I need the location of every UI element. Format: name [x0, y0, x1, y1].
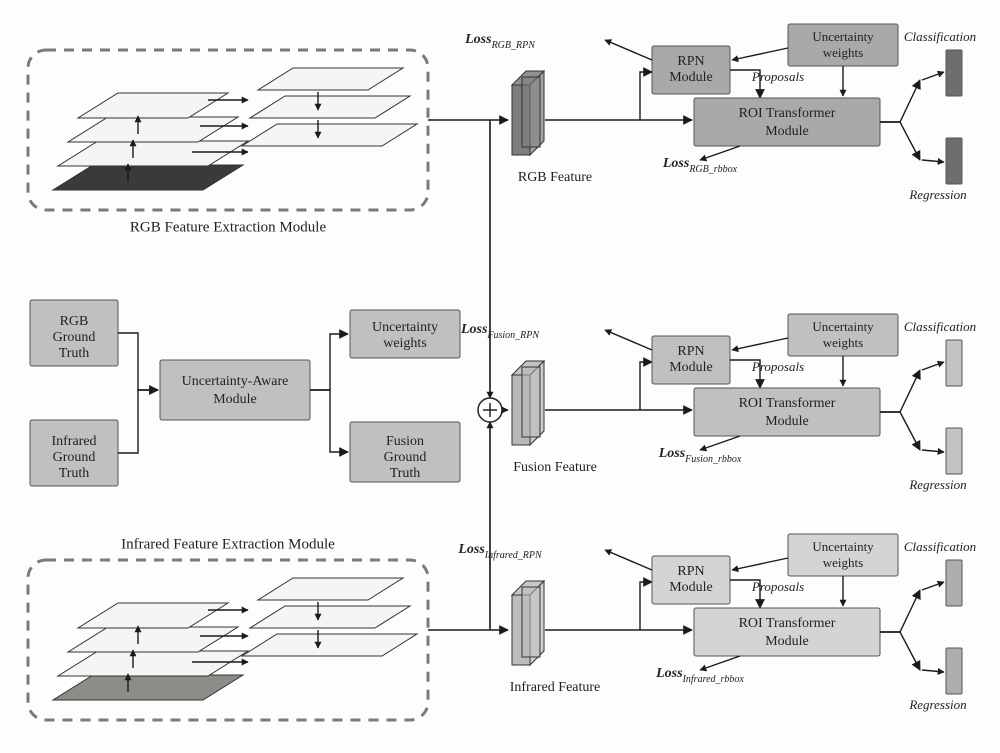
- rgb-classification-bar: [946, 50, 962, 96]
- svg-text:Module: Module: [213, 392, 257, 407]
- svg-text:weights: weights: [823, 555, 863, 570]
- svg-text:weights: weights: [823, 45, 863, 60]
- ir-classification-bar: [946, 560, 962, 606]
- svg-text:weights: weights: [823, 335, 863, 350]
- fusion-classification-bar: [946, 340, 962, 386]
- ir-regression-label: Regression: [908, 697, 966, 712]
- svg-text:Module: Module: [765, 124, 809, 139]
- svg-text:Truth: Truth: [59, 466, 90, 481]
- svg-text:ROI Transformer: ROI Transformer: [739, 616, 836, 631]
- svg-text:Ground: Ground: [53, 330, 96, 345]
- rgb-regression-bar: [946, 138, 962, 184]
- svg-text:RPN: RPN: [677, 54, 704, 69]
- ir-loss-rpn-label: LossInfrared_RPN: [457, 542, 543, 561]
- svg-text:Ground: Ground: [53, 450, 96, 465]
- svg-text:Fusion: Fusion: [386, 434, 424, 449]
- rgb-feature-label: RGB Feature: [518, 170, 592, 185]
- svg-text:RPN: RPN: [677, 344, 704, 359]
- rgb-classification-label: Classification: [904, 29, 976, 44]
- svg-text:Truth: Truth: [59, 346, 90, 361]
- svg-text:Uncertainty: Uncertainty: [812, 539, 874, 554]
- rgb-loss-rbbox-label: LossRGB_rbbox: [662, 156, 738, 175]
- svg-text:Ground: Ground: [384, 450, 427, 465]
- rgb-feature-extraction-module: [28, 50, 428, 210]
- fusion-proposals-label: Proposals: [751, 359, 804, 374]
- rgb-loss-rpn-label: LossRGB_RPN: [464, 32, 536, 51]
- fusion-loss-rbbox-label: LossFusion_rbbox: [658, 446, 742, 465]
- svg-text:Module: Module: [669, 360, 713, 375]
- svg-text:RPN: RPN: [677, 564, 704, 579]
- fusion-regression-bar: [946, 428, 962, 474]
- svg-text:Uncertainty: Uncertainty: [372, 320, 438, 335]
- fusion-regression-label: Regression: [908, 477, 966, 492]
- fusion-classification-label: Classification: [904, 319, 976, 334]
- svg-text:weights: weights: [383, 336, 427, 351]
- ir-feature-label: Infrared Feature: [510, 680, 601, 695]
- ir-feature-tensor: [512, 581, 544, 665]
- ir-classification-label: Classification: [904, 539, 976, 554]
- rgb-feat-module-label: RGB Feature Extraction Module: [130, 219, 327, 235]
- ir-feat-module-label: Infrared Feature Extraction Module: [121, 536, 335, 552]
- svg-text:Infrared: Infrared: [51, 434, 96, 449]
- ir-feature-extraction-module: [28, 560, 428, 720]
- svg-text:Uncertainty: Uncertainty: [812, 319, 874, 334]
- svg-text:Module: Module: [765, 634, 809, 649]
- fusion-feature-tensor: [512, 361, 544, 445]
- fusion-feature-label: Fusion Feature: [513, 460, 597, 475]
- ir-loss-rbbox-label: LossInfrared_rbbox: [655, 666, 744, 685]
- svg-text:Uncertainty-Aware: Uncertainty-Aware: [182, 374, 289, 389]
- rgb-regression-label: Regression: [908, 187, 966, 202]
- svg-text:Module: Module: [669, 70, 713, 85]
- svg-text:Truth: Truth: [390, 466, 421, 481]
- rgb-feature-tensor: [512, 71, 544, 155]
- svg-text:Uncertainty: Uncertainty: [812, 29, 874, 44]
- fusion-loss-rpn-label: LossFusion_RPN: [460, 322, 540, 341]
- svg-text:Module: Module: [669, 580, 713, 595]
- svg-text:ROI Transformer: ROI Transformer: [739, 396, 836, 411]
- svg-text:ROI Transformer: ROI Transformer: [739, 106, 836, 121]
- ir-proposals-label: Proposals: [751, 579, 804, 594]
- svg-text:RGB: RGB: [60, 314, 89, 329]
- ir-regression-bar: [946, 648, 962, 694]
- uncertainty-aware-module: [160, 360, 310, 420]
- rgb-proposals-label: Proposals: [751, 69, 804, 84]
- svg-text:Module: Module: [765, 414, 809, 429]
